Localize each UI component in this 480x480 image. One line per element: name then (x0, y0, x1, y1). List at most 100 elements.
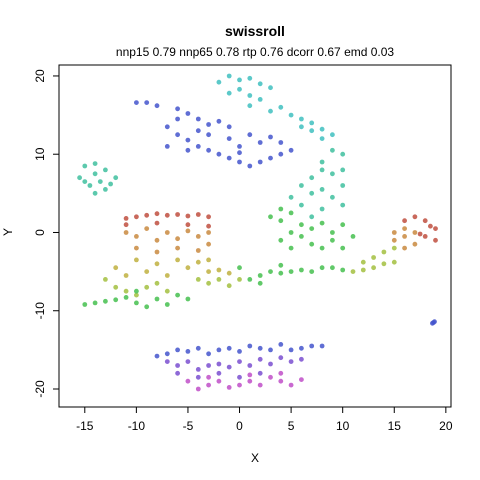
data-point (319, 136, 325, 142)
data-point (278, 262, 284, 268)
data-point (123, 222, 129, 228)
data-point (432, 319, 437, 325)
data-point (216, 378, 222, 384)
data-point (330, 230, 335, 235)
y-tick-label: -10 (33, 302, 47, 320)
data-point (185, 265, 191, 271)
data-point (257, 81, 263, 87)
data-point (433, 237, 438, 243)
data-point (340, 167, 346, 173)
data-point (237, 159, 242, 165)
data-point (144, 212, 150, 218)
data-point (288, 245, 294, 251)
data-point (268, 85, 273, 91)
data-point (257, 382, 263, 388)
data-point (103, 167, 108, 173)
data-point (164, 351, 170, 357)
data-point (175, 116, 181, 122)
data-point (237, 150, 242, 156)
data-point (144, 100, 150, 105)
data-point (381, 261, 387, 267)
data-point (175, 132, 181, 138)
data-point (195, 374, 201, 380)
data-point (350, 269, 356, 274)
data-point (164, 230, 170, 235)
data-point (268, 108, 273, 114)
data-point (433, 226, 438, 232)
data-point (206, 280, 212, 286)
data-point (226, 385, 232, 390)
data-point (288, 112, 294, 118)
data-point (175, 106, 181, 112)
data-point (391, 259, 397, 265)
data-point (278, 218, 284, 224)
data-point (278, 151, 284, 157)
data-point (237, 382, 242, 388)
data-point (278, 355, 284, 361)
x-tick-label: -15 (76, 419, 94, 433)
data-point (340, 151, 346, 157)
data-point (299, 377, 304, 382)
data-point (257, 159, 263, 165)
data-point (257, 370, 263, 376)
data-point (299, 116, 304, 122)
data-point (268, 347, 273, 353)
data-point (92, 190, 98, 196)
data-point (237, 359, 242, 364)
data-point (268, 269, 273, 274)
data-point (319, 265, 325, 271)
x-tick-label: 20 (439, 419, 453, 433)
data-point (226, 155, 232, 161)
data-point (154, 280, 160, 286)
data-point (206, 269, 212, 274)
data-point (216, 277, 222, 282)
data-point (206, 241, 212, 247)
data-point (340, 245, 346, 251)
chart-subtitle: nnp15 0.79 nnp65 0.78 rtp 0.76 dcorr 0.6… (116, 45, 395, 59)
data-point (226, 283, 232, 289)
data-point (113, 175, 119, 181)
data-point (134, 257, 139, 263)
data-point (175, 236, 181, 242)
data-point (185, 359, 191, 364)
data-point (257, 97, 263, 102)
data-point (288, 382, 294, 388)
data-point (330, 171, 335, 177)
data-point (195, 367, 201, 372)
y-tick-label: 20 (33, 69, 47, 83)
data-point (134, 234, 139, 239)
data-point (206, 214, 212, 220)
data-point (402, 226, 407, 232)
data-point (123, 216, 129, 221)
data-point (154, 353, 160, 359)
data-point (299, 202, 304, 208)
data-point (319, 245, 325, 251)
data-point (185, 111, 191, 116)
data-point (247, 75, 253, 81)
data-point (216, 151, 222, 157)
data-point (108, 181, 113, 187)
data-point (164, 302, 170, 307)
data-point (123, 230, 129, 235)
data-point (309, 214, 315, 220)
data-point (309, 128, 315, 134)
data-point (216, 370, 222, 376)
data-point (247, 93, 253, 98)
data-point (134, 300, 139, 306)
data-point (288, 347, 294, 353)
data-point (195, 386, 201, 392)
data-point (226, 90, 232, 96)
data-point (195, 128, 201, 134)
data-point (144, 226, 150, 232)
data-point (340, 267, 346, 273)
data-point (309, 343, 315, 349)
data-point (309, 175, 315, 181)
data-point (185, 378, 191, 384)
data-point (340, 222, 346, 228)
data-point (288, 210, 294, 216)
data-point (154, 103, 160, 109)
data-point (134, 288, 139, 294)
data-point (257, 280, 263, 286)
data-point (82, 302, 88, 307)
data-point (247, 372, 253, 378)
